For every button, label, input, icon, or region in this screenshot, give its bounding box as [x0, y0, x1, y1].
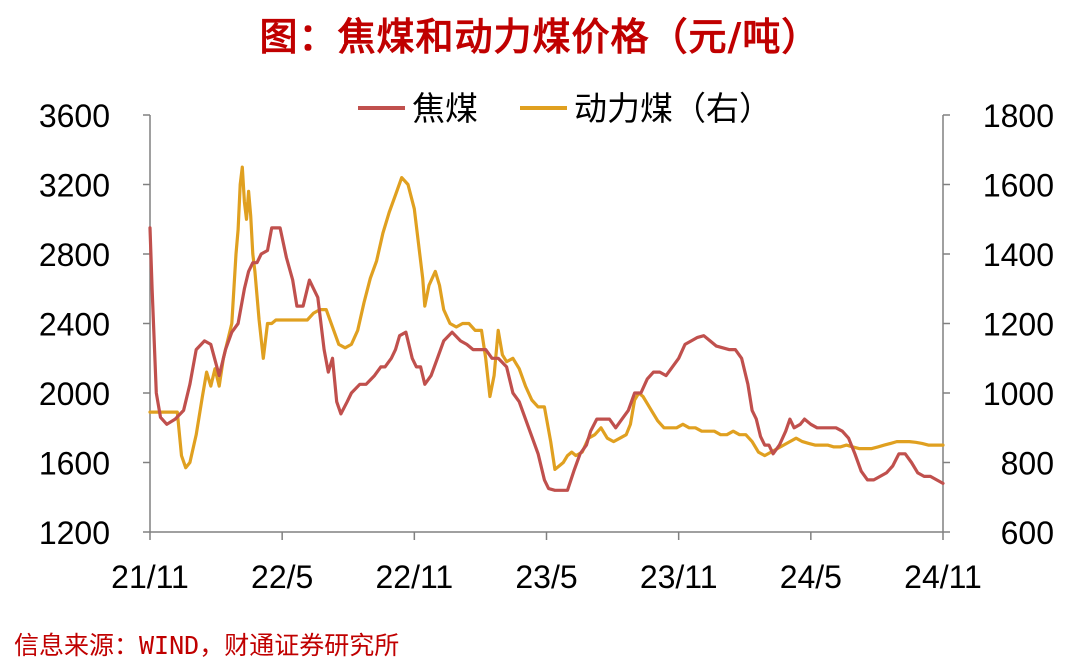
left-tick-label: 2400 — [39, 307, 110, 343]
left-tick-label: 3200 — [39, 168, 110, 204]
x-tick-label: 24/11 — [904, 559, 982, 595]
left-tick-label: 2800 — [39, 237, 110, 273]
left-tick-label: 2000 — [39, 376, 110, 412]
right-axis-ticks: 1800 1600 1400 1200 1000 800 600 — [943, 98, 1054, 551]
left-axis-ticks: 3600 3200 2800 2400 2000 1600 1200 — [39, 98, 150, 551]
right-tick-label: 1600 — [983, 168, 1054, 204]
x-tick-label: 23/5 — [515, 559, 577, 595]
right-tick-label: 1200 — [983, 307, 1054, 343]
legend-label-thermal: 动力煤（右） — [574, 89, 772, 128]
series-line-thermal — [148, 165, 945, 471]
right-tick-label: 600 — [1001, 515, 1054, 551]
x-axis-ticks: 21/11 22/5 22/11 23/5 23/11 24/5 24/11 — [111, 532, 982, 595]
left-tick-label: 1600 — [39, 446, 110, 482]
x-tick-label: 23/11 — [640, 559, 718, 595]
right-tick-label: 800 — [1001, 446, 1054, 482]
x-tick-label: 22/5 — [251, 559, 313, 595]
x-tick-label: 21/11 — [111, 559, 189, 595]
left-tick-label: 1200 — [39, 515, 110, 551]
x-tick-label: 22/11 — [375, 559, 453, 595]
right-tick-label: 1400 — [983, 237, 1054, 273]
series-layer — [148, 165, 945, 492]
right-tick-label: 1800 — [983, 98, 1054, 134]
chart-title: 图：焦煤和动力煤价格（元/吨） — [259, 15, 821, 59]
right-tick-label: 1000 — [983, 376, 1054, 412]
x-tick-label: 24/5 — [780, 559, 842, 595]
series-line-coking — [148, 226, 945, 492]
legend-label-coking: 焦煤 — [412, 89, 478, 128]
source-note: 信息来源：WIND，财通证券研究所 — [14, 631, 400, 660]
legend: 焦煤 动力煤（右） — [358, 89, 772, 128]
left-tick-label: 3600 — [39, 98, 110, 134]
